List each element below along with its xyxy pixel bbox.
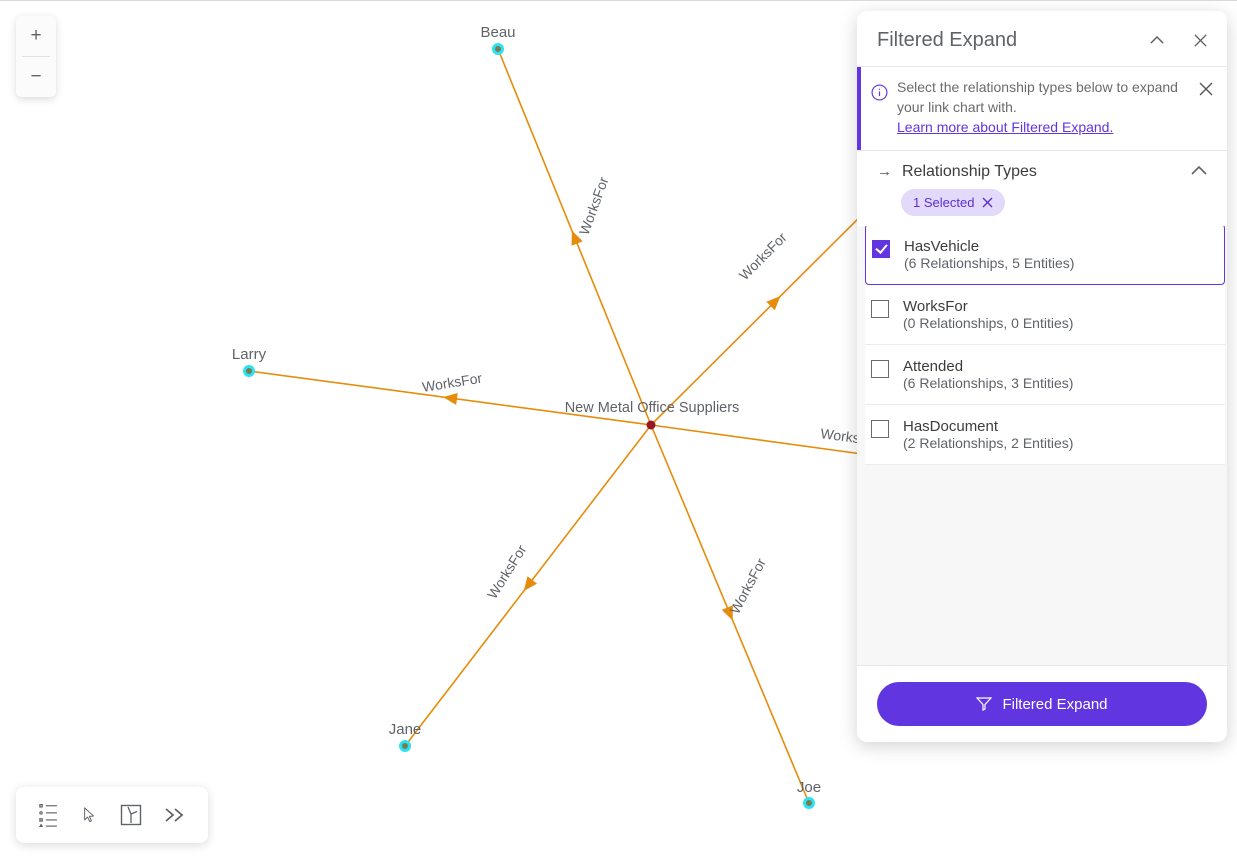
svg-text:WorksFor: WorksFor: [727, 555, 770, 616]
svg-text:WorksFor: WorksFor: [736, 229, 790, 283]
svg-text:WorksFor: WorksFor: [576, 174, 612, 237]
svg-text:WorksFor: WorksFor: [421, 370, 484, 395]
